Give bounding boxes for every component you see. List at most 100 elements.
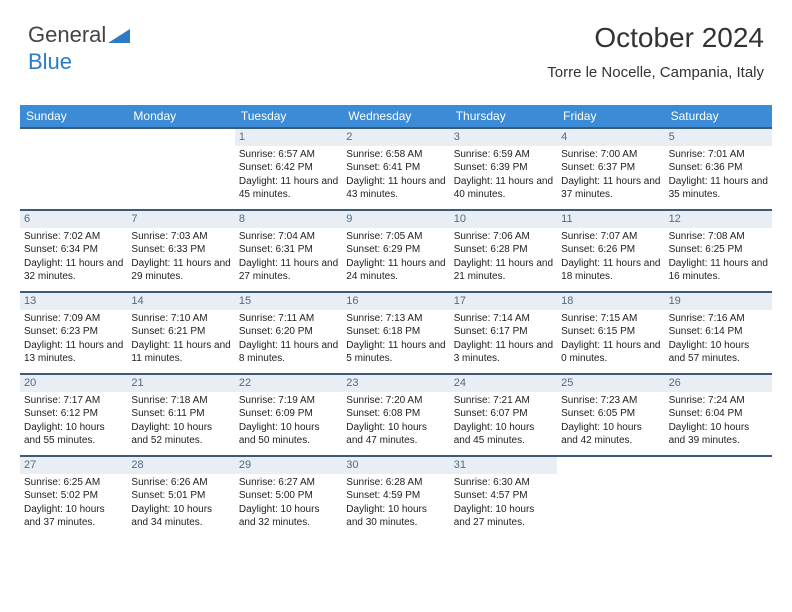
day-number: 30 (342, 457, 449, 474)
brand-logo: General Blue (28, 22, 130, 75)
sunset-text: Sunset: 6:37 PM (561, 161, 660, 175)
daylight-text: Daylight: 11 hours and 27 minutes. (239, 257, 338, 284)
sunset-text: Sunset: 6:07 PM (454, 407, 553, 421)
sunset-text: Sunset: 6:09 PM (239, 407, 338, 421)
sunrise-text: Sunrise: 7:06 AM (454, 230, 553, 244)
empty-cell (127, 127, 234, 209)
sunrise-text: Sunrise: 6:26 AM (131, 476, 230, 490)
sunset-text: Sunset: 6:29 PM (346, 243, 445, 257)
day-cell: 23 Sunrise: 7:20 AMSunset: 6:08 PMDayligh… (342, 373, 449, 455)
sunset-text: Sunset: 6:05 PM (561, 407, 660, 421)
day-number: 7 (127, 211, 234, 228)
sunset-text: Sunset: 6:33 PM (131, 243, 230, 257)
day-cell: 20 Sunrise: 7:17 AMSunset: 6:12 PMDayligh… (20, 373, 127, 455)
day-cell: 1Sunrise: 6:57 AMSunset: 6:42 PMDaylight… (235, 127, 342, 209)
sunrise-text: Sunrise: 6:27 AM (239, 476, 338, 490)
daylight-text: Daylight: 11 hours and 13 minutes. (24, 339, 123, 366)
day-cell: 8Sunrise: 7:04 AMSunset: 6:31 PMDaylight… (235, 209, 342, 291)
daylight-text: Daylight: 10 hours and 37 minutes. (24, 503, 123, 530)
daylight-text: Daylight: 10 hours and 42 minutes. (561, 421, 660, 448)
day-number: 4 (557, 129, 664, 146)
sunset-text: Sunset: 4:57 PM (454, 489, 553, 503)
day-cell: 26Sunrise: 7:24 AMSunset: 6:04 PMDayligh… (665, 373, 772, 455)
day-number: 18 (557, 293, 664, 310)
day-cell: 31Sunrise: 6:30 AMSunset: 4:57 PMDayligh… (450, 455, 557, 537)
sunset-text: Sunset: 4:59 PM (346, 489, 445, 503)
location-text: Torre le Nocelle, Campania, Italy (547, 64, 764, 81)
day-number: 13 (20, 293, 127, 310)
daylight-text: Daylight: 10 hours and 47 minutes. (346, 421, 445, 448)
day-cell: 14Sunrise: 7:10 AMSunset: 6:21 PMDayligh… (127, 291, 234, 373)
day-cell: 6Sunrise: 7:02 AMSunset: 6:34 PMDaylight… (20, 209, 127, 291)
daylight-text: Daylight: 10 hours and 34 minutes. (131, 503, 230, 530)
day-number: 27 (20, 457, 127, 474)
daylight-text: Daylight: 11 hours and 24 minutes. (346, 257, 445, 284)
sunrise-text: Sunrise: 7:04 AM (239, 230, 338, 244)
sunset-text: Sunset: 5:00 PM (239, 489, 338, 503)
sunrise-text: Sunrise: 7:21 AM (454, 394, 553, 408)
day-number: 25 (557, 375, 664, 392)
sunrise-text: Sunrise: 7:14 AM (454, 312, 553, 326)
day-number: 14 (127, 293, 234, 310)
sunset-text: Sunset: 6:39 PM (454, 161, 553, 175)
empty-cell (665, 455, 772, 537)
empty-cell (557, 455, 664, 537)
day-cell: 12Sunrise: 7:08 AMSunset: 6:25 PMDayligh… (665, 209, 772, 291)
day-number: 6 (20, 211, 127, 228)
sunset-text: Sunset: 6:17 PM (454, 325, 553, 339)
day-number: 12 (665, 211, 772, 228)
daylight-text: Daylight: 10 hours and 39 minutes. (669, 421, 768, 448)
daylight-text: Daylight: 11 hours and 21 minutes. (454, 257, 553, 284)
day-number: 22 (235, 375, 342, 392)
sunrise-text: Sunrise: 7:13 AM (346, 312, 445, 326)
sunset-text: Sunset: 6:18 PM (346, 325, 445, 339)
weekday-header: Tuesday (235, 105, 342, 127)
sunset-text: Sunset: 6:26 PM (561, 243, 660, 257)
sunset-text: Sunset: 6:28 PM (454, 243, 553, 257)
weekday-header: Saturday (665, 105, 772, 127)
day-number: 28 (127, 457, 234, 474)
sunrise-text: Sunrise: 7:17 AM (24, 394, 123, 408)
weekday-header: Wednesday (342, 105, 449, 127)
sunset-text: Sunset: 6:08 PM (346, 407, 445, 421)
sunrise-text: Sunrise: 7:02 AM (24, 230, 123, 244)
daylight-text: Daylight: 11 hours and 35 minutes. (669, 175, 768, 202)
day-number: 23 (342, 375, 449, 392)
day-number: 20 (20, 375, 127, 392)
sunrise-text: Sunrise: 7:16 AM (669, 312, 768, 326)
sunrise-text: Sunrise: 7:07 AM (561, 230, 660, 244)
daylight-text: Daylight: 10 hours and 57 minutes. (669, 339, 768, 366)
day-number: 24 (450, 375, 557, 392)
day-number: 16 (342, 293, 449, 310)
day-cell: 11Sunrise: 7:07 AMSunset: 6:26 PMDayligh… (557, 209, 664, 291)
day-number: 2 (342, 129, 449, 146)
day-number: 19 (665, 293, 772, 310)
sunrise-text: Sunrise: 7:20 AM (346, 394, 445, 408)
daylight-text: Daylight: 10 hours and 30 minutes. (346, 503, 445, 530)
sunset-text: Sunset: 6:12 PM (24, 407, 123, 421)
daylight-text: Daylight: 10 hours and 50 minutes. (239, 421, 338, 448)
sunrise-text: Sunrise: 7:03 AM (131, 230, 230, 244)
daylight-text: Daylight: 11 hours and 29 minutes. (131, 257, 230, 284)
daylight-text: Daylight: 11 hours and 43 minutes. (346, 175, 445, 202)
day-cell: 2Sunrise: 6:58 AMSunset: 6:41 PMDaylight… (342, 127, 449, 209)
day-cell: 16Sunrise: 7:13 AMSunset: 6:18 PMDayligh… (342, 291, 449, 373)
header-right: October 2024 Torre le Nocelle, Campania,… (547, 22, 764, 81)
day-cell: 7 Sunrise: 7:03 AMSunset: 6:33 PMDaylight… (127, 209, 234, 291)
day-cell: 5Sunrise: 7:01 AMSunset: 6:36 PMDaylight… (665, 127, 772, 209)
day-number: 8 (235, 211, 342, 228)
daylight-text: Daylight: 11 hours and 11 minutes. (131, 339, 230, 366)
sunrise-text: Sunrise: 7:10 AM (131, 312, 230, 326)
day-number: 26 (665, 375, 772, 392)
sunset-text: Sunset: 6:20 PM (239, 325, 338, 339)
daylight-text: Daylight: 10 hours and 32 minutes. (239, 503, 338, 530)
daylight-text: Daylight: 11 hours and 37 minutes. (561, 175, 660, 202)
daylight-text: Daylight: 10 hours and 55 minutes. (24, 421, 123, 448)
day-cell: 10Sunrise: 7:06 AMSunset: 6:28 PMDayligh… (450, 209, 557, 291)
day-number: 11 (557, 211, 664, 228)
sunrise-text: Sunrise: 6:59 AM (454, 148, 553, 162)
day-cell: 27Sunrise: 6:25 AMSunset: 5:02 PMDayligh… (20, 455, 127, 537)
day-cell: 17Sunrise: 7:14 AMSunset: 6:17 PMDayligh… (450, 291, 557, 373)
sunrise-text: Sunrise: 7:08 AM (669, 230, 768, 244)
day-number: 3 (450, 129, 557, 146)
